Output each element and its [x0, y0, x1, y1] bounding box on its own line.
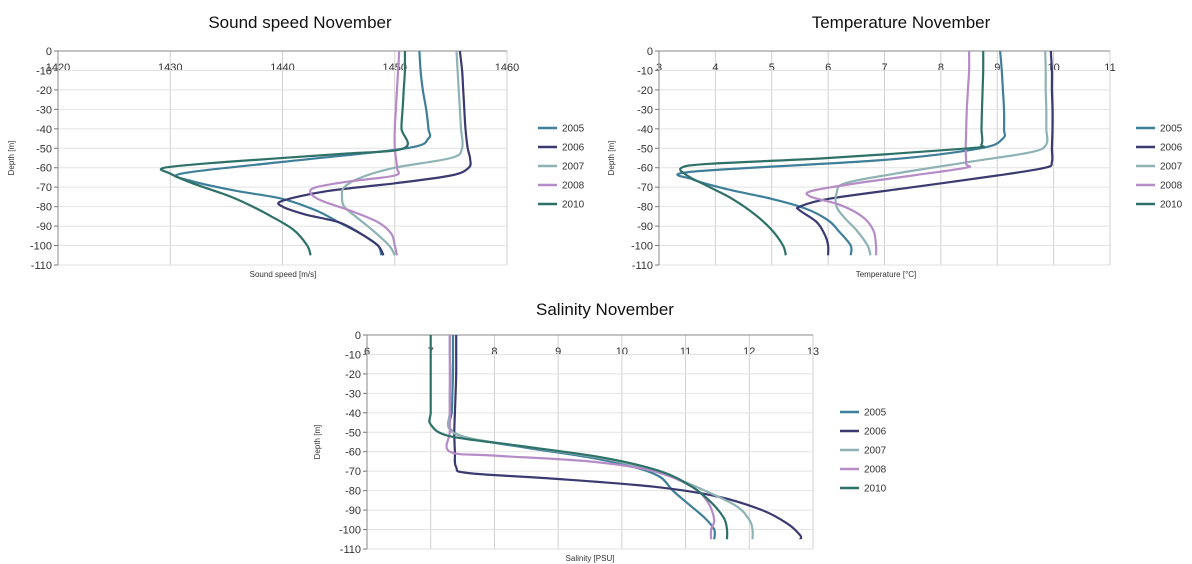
y-axis-label: Depth [m]	[313, 425, 322, 460]
series-line-2006	[453, 335, 803, 540]
series-line-2005	[676, 50, 1007, 256]
legend-label-2006: 2006	[562, 143, 585, 154]
x-tick-label: 6	[825, 62, 831, 74]
x-tick-label: 9	[555, 346, 561, 358]
temperature-chart: 345678910110-10-20-30-40-50-60-70-80-90-…	[607, 46, 1183, 279]
y-tick-label: -80	[637, 202, 653, 214]
legend-label-2010: 2010	[562, 200, 585, 211]
x-tick-label: 1440	[270, 62, 294, 74]
y-tick-label: 0	[647, 46, 653, 58]
series-line-2008	[309, 50, 401, 256]
x-tick-label: 8	[938, 62, 944, 74]
x-tick-label: 10	[616, 346, 628, 358]
chart-title-salinity: Salinity November	[536, 300, 674, 319]
y-tick-label: 0	[46, 46, 52, 58]
legend-label-2007: 2007	[562, 162, 585, 173]
y-tick-label: -50	[637, 143, 653, 155]
sound-speed-chart: 1420 1430 1440 1450 14600-10-20-30-40-50-60-…	[7, 46, 585, 279]
x-tick-label: 9	[994, 62, 1000, 74]
legend-label-2005: 2005	[864, 408, 887, 419]
series-line-2007	[446, 334, 754, 540]
legend-label-2006: 2006	[864, 427, 887, 438]
legend-label-2008: 2008	[864, 465, 887, 476]
x-tick-label: 1430	[158, 62, 182, 74]
y-tick-label: -110	[340, 544, 361, 556]
y-tick-label: -60	[345, 447, 361, 459]
x-tick-label: 8	[491, 346, 497, 358]
series-line-2008	[445, 335, 716, 540]
y-tick-label: -10	[637, 65, 653, 77]
series-line-2010	[159, 50, 409, 256]
y-tick-label: -100	[339, 525, 361, 537]
salinity-panel: Salinity November 6789101112130-10-20-30…	[300, 292, 900, 564]
x-tick-label: 1450	[383, 62, 407, 74]
legend-label-2008: 2008	[562, 181, 585, 192]
y-tick-label: -20	[637, 85, 653, 97]
legend-label-2007: 2007	[1160, 162, 1183, 173]
series-line-2005	[447, 335, 717, 540]
y-tick-label: -30	[345, 388, 361, 400]
y-tick-label: -70	[36, 182, 52, 194]
x-tick-label: 11	[1104, 62, 1115, 74]
y-tick-label: -40	[36, 124, 52, 136]
y-tick-label: -90	[345, 505, 361, 517]
y-tick-label: -40	[637, 124, 653, 136]
x-tick-label: 13	[807, 346, 819, 358]
x-tick-label: 12	[743, 346, 755, 358]
y-tick-label: -70	[345, 466, 361, 478]
y-tick-label: -70	[637, 182, 653, 194]
y-tick-label: -90	[36, 221, 52, 233]
legend-label-2010: 2010	[864, 484, 887, 495]
legend-label-2007: 2007	[864, 446, 887, 457]
y-axis-label: Depth [m]	[607, 141, 616, 176]
y-tick-label: -60	[637, 163, 653, 175]
y-tick-label: -110	[632, 260, 653, 272]
y-tick-label: -30	[36, 104, 52, 116]
x-tick-label: 7	[881, 62, 887, 74]
y-tick-label: -100	[631, 241, 653, 253]
legend-label-2008: 2008	[1160, 181, 1183, 192]
y-tick-label: -30	[637, 104, 653, 116]
series-line-2007	[340, 50, 464, 256]
y-tick-label: -100	[30, 241, 52, 253]
y-tick-label: -10	[345, 349, 361, 361]
y-tick-label: -110	[31, 260, 52, 272]
x-tick-label: 5	[769, 62, 775, 74]
x-axis-label: Temperature [°C]	[856, 270, 917, 279]
series-line-2007	[834, 50, 1049, 256]
series-line-2006	[277, 50, 472, 256]
y-tick-label: 0	[355, 330, 361, 342]
chart-title-sound-speed: Sound speed November	[208, 13, 392, 32]
y-tick-label: -60	[36, 163, 52, 175]
series-line-2010	[679, 50, 986, 256]
series-line-2005	[174, 50, 432, 256]
y-tick-label: -20	[36, 85, 52, 97]
y-tick-label: -80	[345, 486, 361, 498]
legend-label-2006: 2006	[1160, 143, 1183, 154]
y-tick-label: -50	[36, 143, 52, 155]
x-tick-label: 1460	[495, 62, 519, 74]
temperature-panel: Temperature November 345678910110-10-20-…	[596, 0, 1192, 290]
y-tick-label: -90	[637, 221, 653, 233]
y-tick-label: -40	[345, 408, 361, 420]
y-tick-label: -10	[36, 65, 52, 77]
x-axis-label: Salinity [PSU]	[566, 554, 615, 563]
series-line-2010	[428, 335, 729, 540]
x-axis-label: Sound speed [m/s]	[250, 270, 317, 279]
legend-label-2010: 2010	[1160, 200, 1183, 211]
y-axis-label: Depth [m]	[7, 141, 16, 176]
x-tick-label: 10	[1048, 62, 1060, 74]
x-tick-label: 4	[712, 62, 718, 74]
series-line-2008	[805, 50, 972, 256]
salinity-chart: 6789101112130-10-20-30-40-50-60-70-80-90…	[313, 330, 887, 563]
y-tick-label: -80	[36, 202, 52, 214]
series-line-2006	[795, 50, 1054, 256]
sound-speed-panel: Sound speed November 1420 1430 1440 1450 146…	[0, 0, 600, 290]
y-tick-label: -20	[345, 369, 361, 381]
chart-title-temperature: Temperature November	[811, 13, 991, 32]
legend-label-2005: 2005	[562, 124, 585, 135]
y-tick-label: -50	[345, 427, 361, 439]
x-tick-label: 11	[680, 346, 691, 358]
legend-label-2005: 2005	[1160, 124, 1183, 135]
